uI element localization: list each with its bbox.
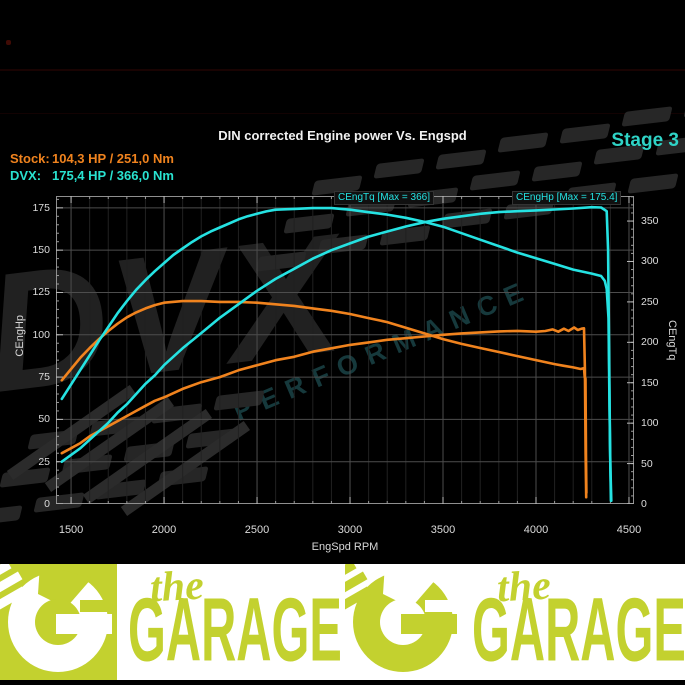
right-tick-label: 200 xyxy=(641,336,659,349)
stock-label: Stock: xyxy=(10,151,50,166)
left-tick-label: 75 xyxy=(38,371,50,384)
left-tick-label: 50 xyxy=(38,413,50,426)
curve-stock_torque_nm xyxy=(60,299,588,495)
left-tick-label: 0 xyxy=(44,498,50,510)
right-tick-label: 300 xyxy=(641,255,659,268)
checkered-flag-block xyxy=(627,173,679,194)
x-tick-label: 4000 xyxy=(523,524,549,536)
left-axis-title: CEngHp xyxy=(14,315,26,357)
right-tick-label: 150 xyxy=(641,376,659,389)
right-tick-label: 100 xyxy=(641,417,659,430)
checkered-flag-block xyxy=(469,170,521,191)
checkered-flag-block xyxy=(435,149,487,170)
stock-value: 104,3 HP / 251,0 Nm xyxy=(52,151,174,166)
left-axis-ticks: 0 25 50 75 100 125 150 175 xyxy=(0,196,50,510)
x-tick-label: 2000 xyxy=(151,524,177,536)
left-tick-label: 175 xyxy=(32,201,50,214)
stage-badge: Stage 3 xyxy=(611,130,679,151)
top-artifact-line-2 xyxy=(0,113,685,114)
checkered-flag-block xyxy=(621,106,673,127)
banner-word-garage: GARAGE xyxy=(472,579,685,681)
torque-max-annotation: CEngTq [Max = 366] xyxy=(334,191,434,205)
dvx-spec-row: DVX: 175,4 HP / 366,0 Nm xyxy=(10,168,174,183)
x-axis-title: EngSpd RPM xyxy=(311,541,379,553)
chart-title: DIN corrected Engine power Vs. Engspd xyxy=(218,128,467,143)
x-tick-label: 3500 xyxy=(430,524,456,536)
left-tick-label: 25 xyxy=(38,455,50,468)
x-tick-label: 3000 xyxy=(337,524,363,536)
checkered-flag-block xyxy=(0,505,23,526)
right-tick-label: 0 xyxy=(641,498,647,510)
right-tick-label: 350 xyxy=(641,215,659,228)
garage-logo-square-lime xyxy=(0,564,117,680)
right-axis-title: CEngTq xyxy=(666,320,678,361)
dyno-plot xyxy=(56,196,634,504)
right-tick-label: 50 xyxy=(641,457,653,470)
left-tick-label: 150 xyxy=(32,244,50,257)
x-tick-label: 2500 xyxy=(244,524,270,536)
x-axis-ticks: 1500 2000 2500 3000 3500 4000 4500 xyxy=(56,524,641,540)
garage-banner: the GARAGE the GARAGE xyxy=(0,563,685,681)
garage-logo-square-white xyxy=(345,564,462,680)
stock-spec-row: Stock: 104,3 HP / 251,0 Nm xyxy=(10,151,174,166)
checkered-flag-block xyxy=(373,158,425,179)
x-tick-label: 4500 xyxy=(616,524,642,536)
curve-stock_power_hp xyxy=(60,326,588,499)
banner-word-garage: GARAGE xyxy=(128,579,342,681)
dvx-value: 175,4 HP / 366,0 Nm xyxy=(52,168,174,183)
top-artifact-line xyxy=(0,69,685,71)
top-artifact-dot xyxy=(6,40,11,45)
curve-dvx_power_hp xyxy=(60,205,613,502)
right-tick-label: 250 xyxy=(641,295,659,308)
right-axis-ticks: 0 50 100 150 200 250 300 350 xyxy=(641,196,683,510)
curve-dvx_torque_nm xyxy=(60,206,613,503)
garage-g-wrench-icon xyxy=(0,564,117,672)
dvx-label: DVX: xyxy=(10,168,42,183)
power-max-annotation: CEngHp [Max = 175.4] xyxy=(512,191,622,205)
checkered-flag-block xyxy=(531,161,583,182)
left-tick-label: 125 xyxy=(32,286,50,299)
garage-g-wrench-icon xyxy=(345,564,462,672)
x-tick-label: 1500 xyxy=(58,524,84,536)
left-tick-label: 100 xyxy=(32,328,50,341)
